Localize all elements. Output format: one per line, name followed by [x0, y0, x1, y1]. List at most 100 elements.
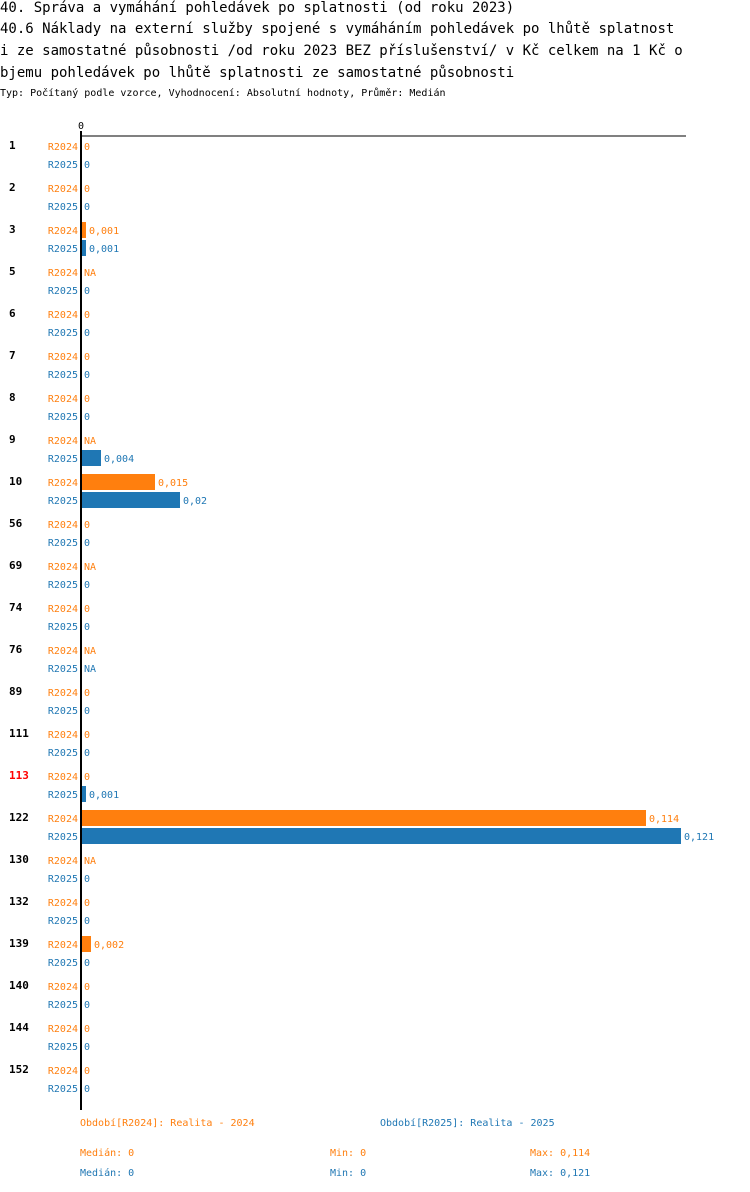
bar-r2024: [81, 474, 155, 490]
series-label: R2025: [48, 496, 78, 507]
bar-chart: 0 1 R2024 0 R2025 0 2 R2024 0 R2025 0 3 R2024 0,001 R2…: [9, 121, 714, 1110]
data-label: 0: [84, 520, 90, 531]
data-label: 0,001: [89, 226, 119, 237]
data-label: 0: [84, 394, 90, 405]
series-label: R2025: [48, 790, 78, 801]
r2025-median: Medián: 0: [80, 1168, 135, 1179]
series-label: R2024: [48, 436, 78, 447]
series-label: R2025: [48, 370, 78, 381]
bar-r2025: [81, 828, 681, 844]
chart-title-line-3: i ze samostatné působnosti /od roku 2023…: [0, 43, 683, 59]
data-label: 0: [84, 1042, 90, 1053]
data-label: 0,004: [104, 454, 134, 465]
bar-r2025: [81, 786, 86, 802]
series-label: R2024: [48, 268, 78, 279]
series-label: R2025: [48, 1000, 78, 1011]
bar-r2025: [81, 450, 101, 466]
data-label: 0: [84, 1000, 90, 1011]
series-label: R2024: [48, 646, 78, 657]
data-label: 0: [84, 874, 90, 885]
series-label: R2024: [48, 604, 78, 615]
series-label: R2024: [48, 562, 78, 573]
category-label: 89: [9, 685, 22, 698]
series-label: R2025: [48, 328, 78, 339]
chart-title-line-2: 40.6 Náklady na externí služby spojené s…: [0, 21, 675, 37]
series-label: R2025: [48, 454, 78, 465]
bar-r2025: [81, 240, 86, 256]
category-label: 56: [9, 517, 23, 530]
category-label: 152: [9, 1063, 29, 1076]
data-label: 0,02: [183, 496, 207, 507]
category-label: 111: [9, 727, 29, 740]
series-label: R2024: [48, 352, 78, 363]
series-label: R2025: [48, 748, 78, 759]
category-label: 113: [9, 769, 29, 782]
series-label: R2024: [48, 520, 78, 531]
category-label: 8: [9, 391, 16, 404]
data-label: 0,121: [684, 832, 714, 843]
series-label: R2025: [48, 202, 78, 213]
series-label: R2025: [48, 916, 78, 927]
data-label: NA: [84, 664, 96, 675]
category-label: 1: [9, 139, 16, 152]
category-label: 139: [9, 937, 29, 950]
category-label: 122: [9, 811, 29, 824]
data-label: 0: [84, 370, 90, 381]
category-label: 6: [9, 307, 16, 320]
data-label: 0: [84, 982, 90, 993]
series-label: R2024: [48, 940, 78, 951]
series-label: R2025: [48, 664, 78, 675]
category-label: 7: [9, 349, 16, 362]
series-label: R2024: [48, 688, 78, 699]
category-label: 130: [9, 853, 29, 866]
series-label: R2024: [48, 982, 78, 993]
data-label: 0: [84, 310, 90, 321]
r2024-median: Medián: 0: [80, 1148, 135, 1159]
data-label: 0: [84, 1024, 90, 1035]
series-label: R2024: [48, 226, 78, 237]
series-label: R2024: [48, 898, 78, 909]
data-label: 0: [84, 352, 90, 363]
data-label: 0: [84, 160, 90, 171]
series-label: R2024: [48, 394, 78, 405]
data-label: NA: [84, 856, 96, 867]
data-label: 0: [84, 538, 90, 549]
data-label: 0: [84, 772, 90, 783]
data-label: 0: [84, 142, 90, 153]
series-label: R2025: [48, 286, 78, 297]
chart-subtitle: Typ: Počítaný podle vzorce, Vyhodnocení:…: [0, 88, 446, 99]
data-label: 0: [84, 748, 90, 759]
chart-title-line-4: bjemu pohledávek po lhůtě splatnosti ze …: [0, 65, 515, 81]
bar-r2024: [81, 936, 91, 952]
category-label: 2: [9, 181, 16, 194]
data-label: 0,001: [89, 244, 119, 255]
r2024-max: Max: 0,114: [530, 1148, 591, 1159]
series-label: R2025: [48, 412, 78, 423]
data-label: 0: [84, 688, 90, 699]
data-label: 0: [84, 328, 90, 339]
series-label: R2025: [48, 622, 78, 633]
chart-title-line-1: 40. Správa a vymáhání pohledávek po spla…: [0, 0, 515, 16]
series-label: R2025: [48, 244, 78, 255]
data-label: NA: [84, 646, 96, 657]
series-label: R2024: [48, 814, 78, 825]
series-label: R2024: [48, 856, 78, 867]
category-label: 3: [9, 223, 16, 236]
series-label: R2025: [48, 160, 78, 171]
category-label: 144: [9, 1021, 29, 1034]
data-label: 0: [84, 916, 90, 927]
data-label: 0: [84, 580, 90, 591]
data-label: 0: [84, 730, 90, 741]
data-label: 0,002: [94, 940, 124, 951]
series-label: R2025: [48, 1084, 78, 1095]
data-label: NA: [84, 436, 96, 447]
series-label: R2024: [48, 772, 78, 783]
data-label: 0: [84, 412, 90, 423]
bar-r2025: [81, 492, 180, 508]
series-label: R2024: [48, 1066, 78, 1077]
series-label: R2024: [48, 310, 78, 321]
series-label: R2024: [48, 184, 78, 195]
series-label: R2024: [48, 1024, 78, 1035]
category-label: 140: [9, 979, 29, 992]
data-label: 0: [84, 1066, 90, 1077]
